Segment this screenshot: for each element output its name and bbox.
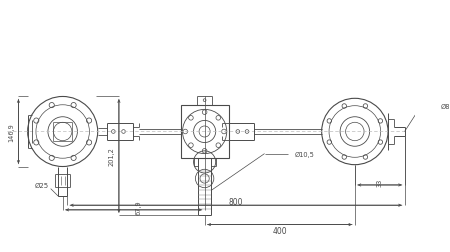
Text: Ø25: Ø25: [34, 182, 49, 188]
Text: 67,9: 67,9: [135, 200, 141, 214]
Text: Ø10,5: Ø10,5: [294, 151, 314, 157]
Text: Ø8,2: Ø8,2: [441, 103, 450, 109]
Bar: [180, 105, 229, 159]
Text: 146,9: 146,9: [8, 123, 14, 141]
Text: 201,2: 201,2: [108, 147, 114, 166]
Text: 400: 400: [272, 226, 287, 235]
Text: 800: 800: [229, 197, 243, 206]
Text: 33: 33: [377, 178, 383, 186]
